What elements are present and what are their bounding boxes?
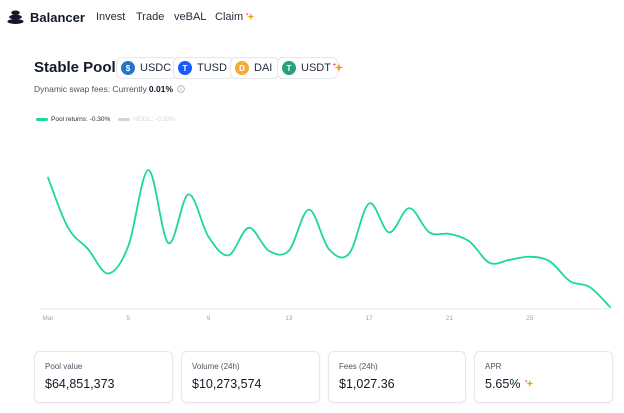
token-symbol: DAI: [254, 62, 273, 74]
swap-fees-value: 0.01%: [148, 84, 174, 94]
token-symbol: USDC: [140, 62, 172, 74]
usdc-icon: $: [121, 61, 135, 75]
stat-card-fees: Fees (24h) $1,027.36: [328, 351, 466, 403]
swap-fees-info: Dynamic swap fees: Currently 0.01%: [34, 84, 185, 94]
x-axis-ticks: Mar 5 9 13 17 21 25: [42, 315, 533, 322]
info-icon[interactable]: [177, 85, 185, 93]
stat-value: $64,851,373: [45, 377, 115, 391]
pool-title: Stable Pool: [34, 59, 116, 76]
nav-vebal[interactable]: veBAL: [174, 11, 207, 23]
sparkle-icon: [245, 12, 255, 21]
token-chip-dai[interactable]: D DAI: [230, 57, 280, 79]
legend-hodl[interactable]: HODL: -0.33%: [118, 116, 176, 123]
stat-label: Volume (24h): [192, 362, 240, 371]
legend-pool-returns[interactable]: Pool returns: -0.30%: [36, 116, 110, 123]
x-tick-label: 5: [126, 315, 130, 322]
brand-name: Balancer: [30, 9, 85, 25]
x-tick-label: 21: [446, 315, 454, 322]
pool-returns-line: [47, 169, 611, 308]
x-tick-label: 9: [207, 315, 211, 322]
stat-value-text: $1,027.36: [339, 377, 395, 391]
x-tick-label: 13: [285, 315, 293, 322]
x-tick-label: Mar: [42, 315, 54, 322]
sparkle-icon: [332, 62, 344, 72]
swap-fees-label: Dynamic swap fees: Currently: [34, 84, 147, 94]
stat-value: $1,027.36: [339, 377, 395, 391]
sparkle-icon[interactable]: [524, 379, 535, 389]
brand-logo[interactable]: Balancer: [7, 9, 85, 25]
x-tick-label: 25: [526, 315, 534, 322]
stat-value: 5.65%: [485, 377, 535, 391]
usdt-icon: T: [282, 61, 296, 75]
nav-invest[interactable]: Invest: [96, 11, 126, 23]
stat-card-volume: Volume (24h) $10,273,574: [181, 351, 320, 403]
nav-claim-label: Claim: [215, 11, 244, 23]
stat-label: Pool value: [45, 362, 83, 371]
nav-claim[interactable]: Claim: [215, 11, 255, 23]
dai-icon: D: [235, 61, 249, 75]
top-nav: Balancer Invest Trade veBAL Claim: [0, 0, 624, 34]
returns-chart[interactable]: Mar 5 9 13 17 21 25: [0, 130, 624, 330]
balancer-logo-icon: [7, 10, 24, 25]
stat-label: Fees (24h): [339, 362, 378, 371]
token-chip-usdc[interactable]: $ USDC: [116, 57, 179, 79]
stat-card-apr: APR 5.65%: [474, 351, 613, 403]
token-chip-tusd[interactable]: T TUSD: [173, 57, 234, 79]
legend-swatch: [36, 118, 48, 121]
legend-swatch: [118, 118, 131, 121]
stat-value-text: $64,851,373: [45, 377, 115, 391]
legend-label: HODL: -0.33%: [133, 116, 176, 123]
tusd-icon: T: [178, 61, 192, 75]
stat-value-text: $10,273,574: [192, 377, 262, 391]
stat-value-text: 5.65%: [485, 377, 521, 391]
chart-legend: Pool returns: -0.30% HODL: -0.33%: [36, 116, 184, 123]
legend-label: Pool returns: -0.30%: [51, 116, 111, 123]
stat-value: $10,273,574: [192, 377, 262, 391]
stat-label: APR: [485, 362, 502, 371]
token-symbol: USDT: [301, 62, 331, 74]
token-symbol: TUSD: [197, 62, 227, 74]
nav-trade[interactable]: Trade: [136, 11, 165, 23]
stat-card-pool-value: Pool value $64,851,373: [34, 351, 173, 403]
x-tick-label: 17: [365, 315, 373, 322]
token-chip-usdt[interactable]: T USDT: [277, 57, 338, 79]
